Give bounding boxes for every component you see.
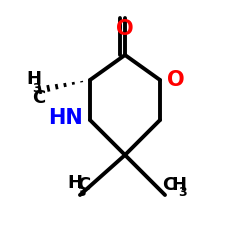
Text: 3: 3 bbox=[78, 186, 86, 199]
Text: C: C bbox=[32, 89, 45, 107]
Text: C: C bbox=[77, 176, 90, 194]
Text: H: H bbox=[171, 176, 186, 194]
Text: O: O bbox=[168, 70, 185, 90]
Text: HN: HN bbox=[48, 108, 82, 128]
Text: H: H bbox=[26, 70, 41, 87]
Text: C: C bbox=[162, 176, 176, 194]
Text: O: O bbox=[116, 19, 134, 39]
Text: 3: 3 bbox=[32, 82, 41, 95]
Text: H: H bbox=[68, 174, 82, 192]
Text: 3: 3 bbox=[178, 186, 187, 200]
